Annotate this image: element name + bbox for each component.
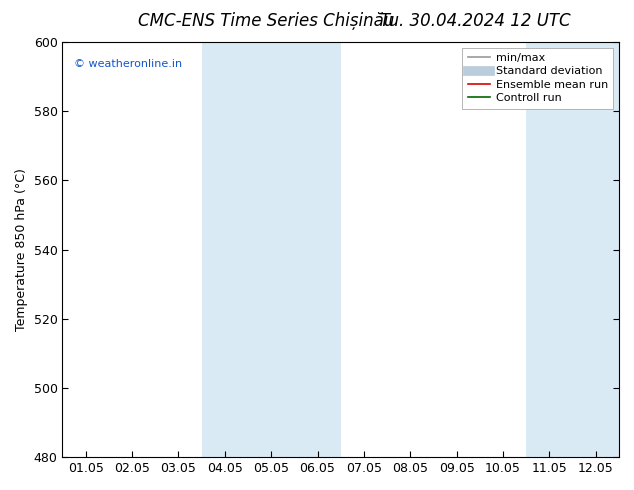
Text: CMC-ENS Time Series Chișinău: CMC-ENS Time Series Chișinău <box>138 12 394 30</box>
Text: © weatheronline.in: © weatheronline.in <box>74 59 182 69</box>
Legend: min/max, Standard deviation, Ensemble mean run, Controll run: min/max, Standard deviation, Ensemble me… <box>462 48 614 109</box>
Bar <box>526 42 634 457</box>
Y-axis label: Temperature 850 hPa (°C): Temperature 850 hPa (°C) <box>15 168 28 331</box>
Bar <box>202 42 340 457</box>
Text: Tu. 30.04.2024 12 UTC: Tu. 30.04.2024 12 UTC <box>380 12 571 30</box>
